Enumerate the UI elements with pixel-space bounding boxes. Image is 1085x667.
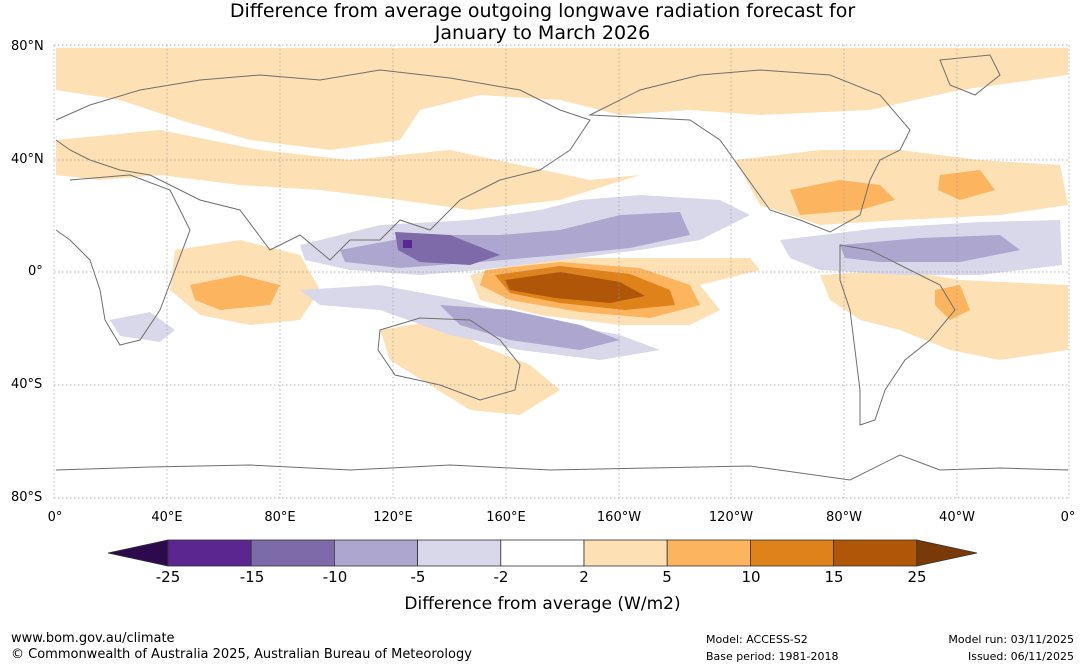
lat-label-80n: 80°N [11, 39, 44, 54]
lon-label-0-east: 0° [1060, 510, 1076, 525]
lon-label-120e: 120°E [373, 510, 413, 525]
colorbar-tick-label: -2 [493, 568, 509, 586]
colorbar-segment [500, 539, 585, 567]
coast-south-america [839, 244, 956, 426]
colorbar-extend-high [916, 539, 978, 567]
coast-north-america [588, 69, 911, 233]
website-link[interactable]: www.bom.gov.au/climate [11, 631, 175, 646]
strong-negative-anomaly-philippines [395, 232, 500, 265]
moderate-anomaly-africa [190, 275, 280, 310]
positive-anomaly-south-america [820, 270, 1068, 360]
colorbar-tick-label: -5 [410, 568, 426, 586]
very-strong-negative-anomaly-dot [403, 240, 412, 248]
moderate-anomaly-north-america [790, 180, 895, 215]
lon-label-160e: 160°E [486, 510, 526, 525]
colorbar-segment [750, 539, 835, 567]
map-title-line-1: Difference from average outgoing longwav… [229, 0, 856, 22]
positive-anomaly-australia [380, 320, 560, 415]
copyright-text: © Commonwealth of Australia 2025, Austra… [11, 647, 472, 662]
lat-label-40n: 40°N [11, 152, 44, 167]
colorbar-segment [833, 539, 918, 567]
coastlines [55, 54, 1069, 481]
colorbar-tick-label: -15 [239, 568, 265, 586]
issued-date: Issued: 06/11/2025 [967, 650, 1074, 663]
colorbar-tick-label: 10 [741, 568, 761, 586]
lon-label-120w: 120°W [708, 510, 754, 525]
colorbar-tick-label: -25 [155, 568, 181, 586]
moderate-anomaly-brazil [935, 285, 970, 320]
colorbar-tick-label: 15 [824, 568, 844, 586]
moderate-negative-anomaly-south-pacific [440, 305, 620, 350]
colorbar-segment [417, 539, 502, 567]
coast-antarctica [55, 454, 1069, 481]
negative-anomaly-southern-africa [110, 312, 175, 342]
positive-anomaly-asia [56, 130, 640, 210]
lat-label-equator: 0° [28, 264, 43, 279]
colorbar-tick-label: 25 [907, 568, 927, 586]
coast-africa [55, 174, 191, 346]
moderate-negative-anomaly-americas [840, 235, 1020, 262]
colorbar [107, 539, 978, 567]
colorbar-segment [167, 539, 252, 567]
lon-label-160w: 160°W [596, 510, 642, 525]
moderate-anomaly-atlantic [938, 170, 995, 200]
map-title-line-2: January to March 2026 [434, 22, 651, 44]
gridlines [53, 44, 1070, 499]
colorbar-segment [666, 539, 751, 567]
colorbar-tick-label: 2 [579, 568, 589, 586]
model-name: Model: ACCESS-S2 [706, 633, 808, 646]
colorbar-segment [583, 539, 668, 567]
lon-label-40e: 40°E [151, 510, 183, 525]
lon-label-80e: 80°E [264, 510, 296, 525]
coast-australia [377, 317, 521, 401]
lat-label-40s: 40°S [11, 377, 43, 392]
lon-label-80w: 80°W [826, 510, 862, 525]
colorbar-tick-label: -10 [322, 568, 348, 586]
colorbar-title: Difference from average (W/m2) [404, 594, 681, 614]
coast-greenland [939, 54, 1001, 96]
colorbar-segment [250, 539, 335, 567]
base-period: Base period: 1981-2018 [706, 650, 839, 663]
lon-label-40w: 40°W [939, 510, 975, 525]
colorbar-extend-low [107, 539, 169, 567]
colorbar-tick-label: 5 [662, 568, 672, 586]
anomaly-fields [56, 48, 1068, 415]
coast-europe-asia [55, 69, 591, 261]
lat-label-80s: 80°S [11, 490, 43, 505]
model-run-date: Model run: 03/11/2025 [948, 633, 1074, 646]
lon-label-0: 0° [47, 510, 63, 525]
colorbar-segment [333, 539, 418, 567]
very-strong-anomaly-pacific [505, 272, 645, 303]
